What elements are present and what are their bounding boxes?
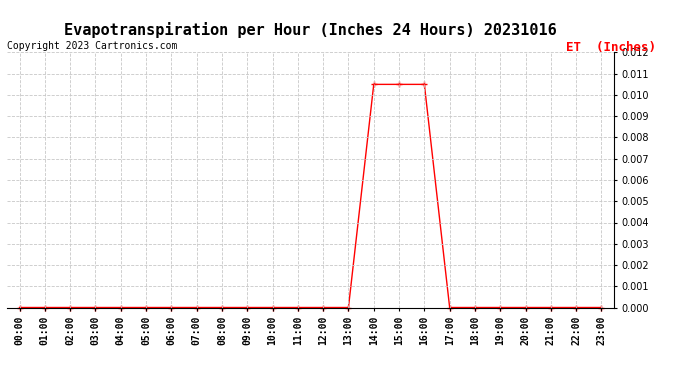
ET  (Inches) [496,305,504,310]
ET  (Inches) [395,82,403,87]
Text: Copyright 2023 Cartronics.com: Copyright 2023 Cartronics.com [7,41,177,51]
ET  (Inches) [572,305,580,310]
ET  (Inches) [294,305,302,310]
ET  (Inches) [142,305,150,310]
ET  (Inches) [117,305,125,310]
ET  (Inches) [218,305,226,310]
Text: ET  (Inches): ET (Inches) [566,41,656,54]
ET  (Inches) [243,305,251,310]
ET  (Inches) [268,305,277,310]
ET  (Inches) [15,305,23,310]
ET  (Inches) [66,305,75,310]
ET  (Inches) [598,305,606,310]
Line: ET  (Inches): ET (Inches) [17,82,604,310]
ET  (Inches) [91,305,99,310]
ET  (Inches) [167,305,175,310]
ET  (Inches) [370,82,378,87]
ET  (Inches) [420,82,428,87]
ET  (Inches) [546,305,555,310]
ET  (Inches) [319,305,327,310]
Text: Evapotranspiration per Hour (Inches 24 Hours) 20231016: Evapotranspiration per Hour (Inches 24 H… [64,22,557,39]
ET  (Inches) [446,305,454,310]
ET  (Inches) [193,305,201,310]
ET  (Inches) [471,305,479,310]
ET  (Inches) [344,305,353,310]
ET  (Inches) [41,305,49,310]
ET  (Inches) [522,305,530,310]
